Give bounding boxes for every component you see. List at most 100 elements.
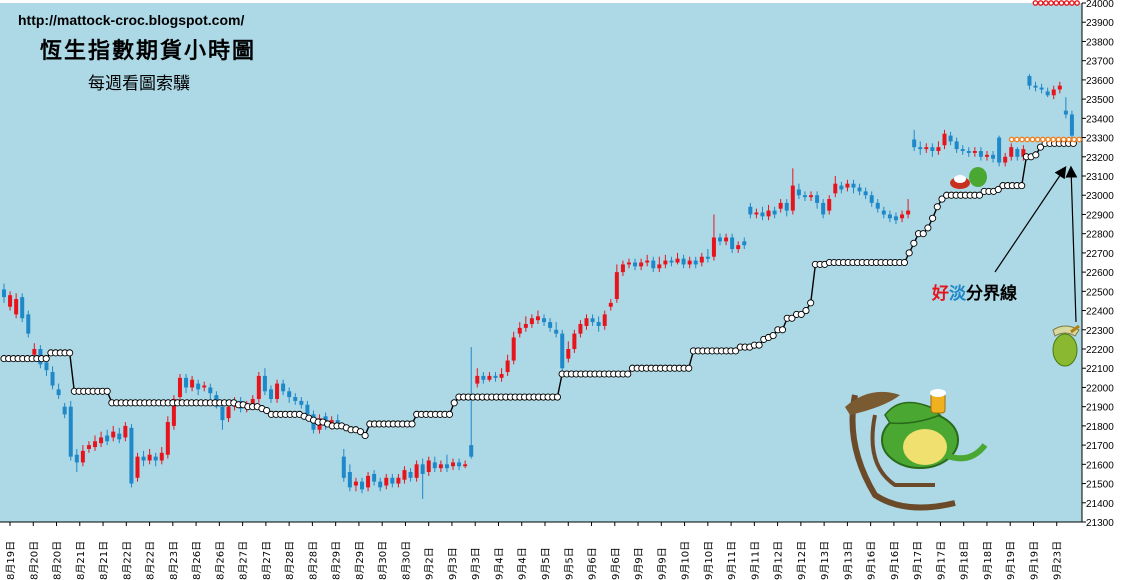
candle-up [645,260,650,263]
candle-up [778,202,783,209]
y-tick-label: 22900 [1086,210,1114,221]
candle-down [554,329,559,334]
candle-up [159,452,164,461]
y-tick-label: 23100 [1086,172,1114,183]
resistance-mid-dots-dot [1050,136,1057,143]
candle-down [196,383,201,390]
stop-line-dot [938,195,946,203]
stop-line-dot [1018,182,1026,190]
candle-down [469,445,474,457]
x-tick-label: 8月22日 [121,541,133,580]
x-tick-label: 9月17日 [935,541,947,580]
candle-up [80,450,85,463]
stop-line-dot [975,191,984,199]
candle-up [402,470,407,480]
stop-line-dot [910,239,918,247]
label-good: 好 [931,283,949,304]
candles [2,74,1074,499]
y-tick-label: 23300 [1086,134,1114,145]
candle-down [881,210,886,215]
y-tick-label: 22500 [1086,287,1114,298]
stop-line-dot [685,364,693,372]
candle-up [99,437,104,444]
candle-up [529,318,534,325]
resistance-mid-dots-dot [1019,136,1025,143]
resistance-mid-dots-dot [1045,136,1051,143]
x-tick-label: 8月23日 [168,541,180,580]
x-tick-label: 9月11日 [726,541,738,580]
candle-down [960,149,965,152]
resistance-top-dots-dot [1074,0,1080,6]
candle-up [523,324,528,328]
candle-up [123,425,128,438]
resistance-top-dots-dot [1053,0,1060,6]
candle-up [1021,149,1026,157]
chart-subtitle: 每週看圖索驥 [88,74,190,94]
resistance-mid-dots-dot [1076,136,1083,143]
x-tick-label: 9月12日 [773,541,785,580]
candle-up [171,398,176,426]
header: http://mattock-croc.blogspot.com/恆生指數期貨小… [18,12,254,94]
candle-up [584,318,589,326]
x-tick-label: 9月9日 [656,547,668,580]
arrow-to-stop-line [994,166,1067,273]
x-tick-label: 9月13日 [842,541,854,580]
y-tick-label: 21900 [1086,403,1114,414]
y-tick-label: 23600 [1086,76,1114,87]
y-tick-label: 22300 [1086,326,1114,337]
x-tick-label: 8月27日 [238,541,250,580]
candle-up [165,422,170,455]
candle-up [833,183,838,194]
x-tick-label: 9月19日 [1005,541,1017,580]
y-tick-label: 22800 [1086,230,1114,241]
x-tick-label: 9月19日 [1028,541,1040,580]
candle-down [718,237,722,242]
x-tick-label: 8月30日 [377,541,389,580]
stop-line-dot [66,349,74,357]
candle-down [887,214,892,219]
candle-up [93,441,98,448]
x-tick-label: 8月30日 [400,541,412,580]
resistance-top-dots-dot [1048,0,1054,6]
stop-line-dot [807,299,815,307]
stop-line-dot [553,393,561,401]
candle-down [863,191,868,196]
stop-line-dot [1032,151,1040,159]
candle-down [742,241,747,246]
candle-down [997,137,1002,163]
x-tick-label: 8月22日 [145,541,157,580]
resistance-top-dots-dot [1042,0,1049,6]
y-tick-label: 21400 [1086,499,1114,510]
candle-up [226,406,231,419]
candle-down [117,433,122,440]
candle-down [208,387,213,394]
candle-up [626,262,631,265]
candle-up [1003,156,1008,163]
candle-up [517,327,522,334]
candle-up [1057,85,1062,90]
candle-down [784,202,789,211]
candle-up [463,464,468,467]
x-tick-label: 8月20日 [28,541,40,580]
candle-down [802,195,807,198]
x-tick-label: 9月10日 [680,541,692,580]
candle-up [8,295,13,307]
y-tick-label: 22700 [1086,249,1114,260]
candle-down [293,397,298,401]
stop-line-dot [361,431,369,440]
candle-down [262,375,267,392]
candle-down [1063,110,1068,115]
candle-down [141,456,146,461]
candle-down [918,147,923,150]
candle-down [457,462,462,467]
candle-down [1039,87,1044,90]
candle-down [153,456,158,461]
candle-down [1027,76,1032,86]
candle-up [535,316,540,321]
candle-down [1069,114,1074,136]
y-tick-label: 23000 [1086,191,1114,202]
candle-up [1009,147,1014,157]
candle-down [1045,91,1050,96]
candle-up [499,373,504,378]
